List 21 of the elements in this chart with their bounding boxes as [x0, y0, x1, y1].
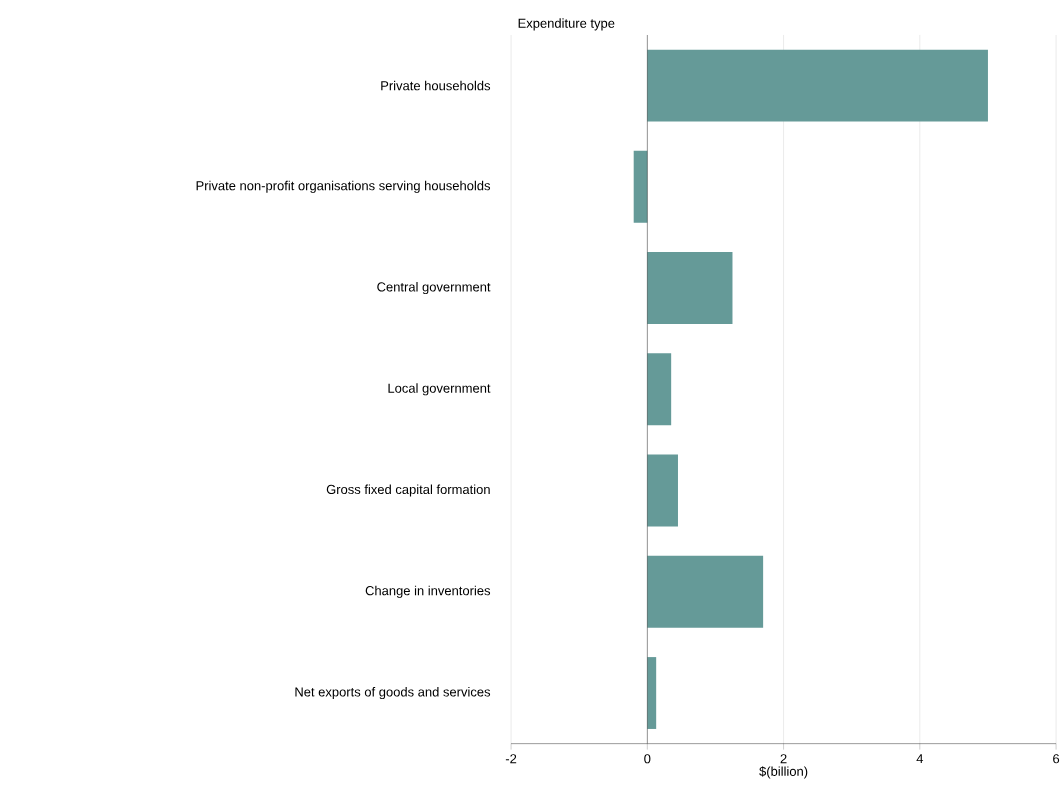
- bar: [647, 49, 988, 122]
- y-tick-label: Private households: [381, 81, 491, 91]
- bar: [647, 556, 764, 628]
- x-tick-label: 0: [644, 754, 651, 764]
- y-tick-label: Net exports of goods and services: [295, 687, 491, 700]
- bar: [647, 353, 672, 426]
- y-axis-title: Expenditure type: [518, 18, 615, 31]
- bar: [647, 454, 678, 527]
- bar: [647, 657, 657, 730]
- x-tick-label: 4: [916, 754, 924, 764]
- y-tick-label: Private non-profit organisations serving households: [196, 180, 491, 194]
- y-tick-label: Central government: [377, 282, 491, 295]
- bar: [633, 151, 648, 223]
- bar: [647, 252, 733, 325]
- x-tick-label: 6: [1053, 754, 1060, 764]
- x-tick-label: 2: [780, 754, 787, 764]
- x-axis-title: $(billion): [759, 766, 808, 779]
- y-tick-label: Change in inventories: [365, 585, 491, 599]
- y-tick-label: Local government: [388, 383, 491, 396]
- y-tick-label: Gross fixed capital formation: [326, 484, 490, 497]
- x-tick-label: -2: [505, 754, 517, 764]
